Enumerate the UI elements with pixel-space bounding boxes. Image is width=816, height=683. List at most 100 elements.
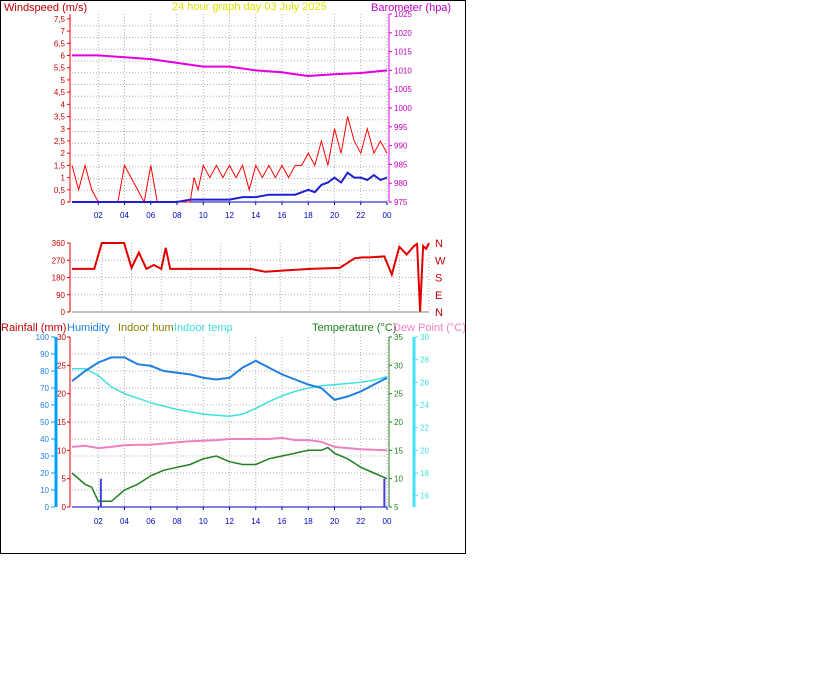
barometer-line xyxy=(72,54,388,78)
indoor-temp-line xyxy=(72,367,388,418)
humidity-tick-label: 90 xyxy=(40,350,49,359)
wind-x-tick-label: 10 xyxy=(199,211,208,220)
windspeed-tick-label: 3,5 xyxy=(54,113,66,122)
compass-tick-label: N xyxy=(435,307,443,319)
windspeed-tick-label: 1 xyxy=(61,174,66,183)
barometer-tick-label: 985 xyxy=(394,160,408,169)
temperature-tick-label: 5 xyxy=(394,503,399,512)
windspeed-tick-label: 0 xyxy=(61,198,66,207)
indoor-hum-label: Indoor hum xyxy=(118,322,174,334)
rainfall-tick-label: 5 xyxy=(62,475,67,484)
climate-x-tick-label: 04 xyxy=(120,517,129,526)
climate-x-tick-label: 06 xyxy=(146,517,155,526)
humidity-tick-label: 60 xyxy=(40,401,49,410)
windspeed-tick-label: 2 xyxy=(61,149,66,158)
climate-x-tick-label: 02 xyxy=(94,517,103,526)
barometer-tick-label: 980 xyxy=(394,179,408,188)
windspeed-tick-label: 7,5 xyxy=(54,15,66,24)
direction-tick-label: 270 xyxy=(52,256,66,265)
chart-layer: 0 0,5 1 1,5 2 2,5 3 3,5 4 4,5 5 5,5 6 6,5 7 7,5 975 980 98… xyxy=(36,10,446,526)
humidity-tick-label: 50 xyxy=(40,418,49,427)
humidity-tick-label: 30 xyxy=(40,452,49,461)
windspeed-tick-label: 4,5 xyxy=(54,88,66,97)
rainfall-tick-label: 30 xyxy=(57,333,66,342)
barometer-tick-label: 1025 xyxy=(394,10,412,19)
barometer-tick-label: 1005 xyxy=(394,85,412,94)
wind-x-tick-label: 20 xyxy=(330,211,339,220)
humidity-tick-label: 10 xyxy=(40,486,49,495)
wind-gust-line xyxy=(71,116,388,204)
direction-tick-label: 90 xyxy=(56,291,65,300)
barometer-tick-label: 990 xyxy=(394,142,408,151)
rainfall-tick-label: 20 xyxy=(57,390,66,399)
windspeed-tick-label: 1,5 xyxy=(54,161,66,170)
climate-x-tick-label: 16 xyxy=(278,517,287,526)
direction-tick-label: 360 xyxy=(52,239,66,248)
direction-tick-label: 180 xyxy=(52,274,66,283)
barometer-axis-label: Barometer (hpa) xyxy=(371,2,451,14)
temperature-tick-label: 30 xyxy=(394,361,403,370)
temperature-tick-label: 10 xyxy=(394,475,403,484)
wind-x-tick-label: 00 xyxy=(383,211,392,220)
barometer-tick-label: 1000 xyxy=(394,104,412,113)
wind-x-tick-label: 06 xyxy=(146,211,155,220)
barometer-tick-label: 975 xyxy=(394,198,408,207)
windspeed-tick-label: 0,5 xyxy=(54,186,66,195)
indoor-temp-tick-label: 20 xyxy=(420,446,429,455)
compass-tick-label: S xyxy=(435,273,442,285)
temperature-tick-label: 35 xyxy=(394,333,403,342)
wind-x-tick-label: 14 xyxy=(251,211,260,220)
indoor-temp-tick-label: 18 xyxy=(420,469,429,478)
wind-x-tick-label: 12 xyxy=(225,211,234,220)
climate-x-tick-label: 08 xyxy=(173,517,182,526)
wind-x-tick-label: 04 xyxy=(120,211,129,220)
humidity-axis-label: Humidity xyxy=(67,322,110,334)
windspeed-tick-label: 5 xyxy=(61,76,66,85)
barometer-tick-label: 995 xyxy=(394,123,408,132)
climate-x-tick-label: 00 xyxy=(383,517,392,526)
temperature-tick-label: 25 xyxy=(394,390,403,399)
climate-x-tick-label: 18 xyxy=(304,517,313,526)
compass-tick-label: N xyxy=(435,238,443,250)
indoor-temp-tick-label: 28 xyxy=(420,356,429,365)
climate-x-tick-label: 22 xyxy=(356,517,365,526)
wind-x-tick-label: 16 xyxy=(278,211,287,220)
rainfall-axis-label: Rainfall (mm) xyxy=(1,322,66,334)
climate-x-tick-label: 10 xyxy=(199,517,208,526)
indoor-temp-tick-label: 16 xyxy=(420,492,429,501)
windspeed-tick-label: 5,5 xyxy=(54,64,66,73)
humidity-tick-label: 20 xyxy=(40,469,49,478)
humidity-tick-label: 100 xyxy=(36,333,50,342)
windspeed-tick-label: 6,5 xyxy=(54,39,66,48)
graph-title: 24 hour graph day 03 July 2025 xyxy=(172,1,327,13)
dewpoint-axis-label: Dew Point (°C) xyxy=(393,322,466,334)
wind-x-tick-label: 02 xyxy=(94,211,103,220)
indoor-temp-tick-label: 26 xyxy=(420,378,429,387)
wind-average-line xyxy=(72,171,388,203)
wind-x-tick-label: 08 xyxy=(173,211,182,220)
dewpoint-line xyxy=(71,436,388,452)
windspeed-tick-label: 6 xyxy=(61,52,66,61)
humidity-tick-label: 0 xyxy=(45,503,50,512)
compass-tick-label: W xyxy=(435,255,446,267)
temperature-tick-label: 20 xyxy=(394,418,403,427)
graph-frame xyxy=(0,0,466,554)
temperature-line xyxy=(71,446,388,503)
rainfall-tick-label: 15 xyxy=(57,418,66,427)
rainfall-tick-label: 25 xyxy=(57,361,66,370)
wind-x-tick-label: 22 xyxy=(356,211,365,220)
compass-tick-label: E xyxy=(435,290,442,302)
indoor-temp-tick-label: 24 xyxy=(420,401,429,410)
climate-x-tick-label: 12 xyxy=(225,517,234,526)
windspeed-axis-label: Windspeed (m/s) xyxy=(4,2,87,14)
wind-x-tick-label: 18 xyxy=(304,211,313,220)
climate-x-tick-label: 14 xyxy=(251,517,260,526)
temperature-axis-label: Temperature (°C) xyxy=(312,322,396,334)
wind-direction-line xyxy=(72,242,430,312)
windspeed-tick-label: 4 xyxy=(61,100,66,109)
rainfall-tick-label: 0 xyxy=(62,503,67,512)
humidity-tick-label: 80 xyxy=(40,367,49,376)
indoor-temp-label: Indoor temp xyxy=(174,322,233,334)
rainfall-tick-label: 10 xyxy=(57,446,66,455)
